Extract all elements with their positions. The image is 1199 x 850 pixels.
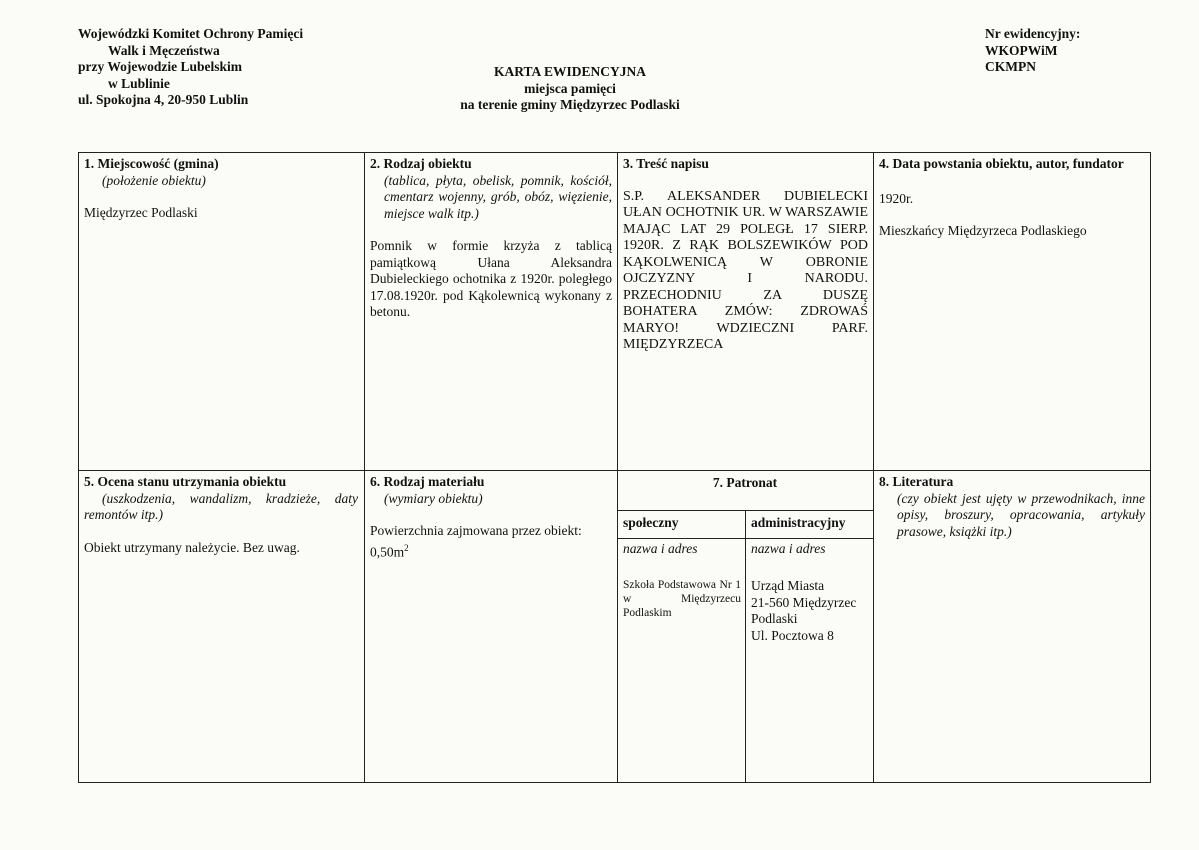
registry-line: CKMPN [985, 59, 1036, 74]
divider [873, 152, 874, 783]
cell-date: 1920r. [879, 190, 914, 206]
cell-title: 3. Treść napisu [623, 156, 709, 171]
institution-line: Walk i Męczeństwa [108, 42, 220, 58]
address-line: 21-560 Międzyrzec [751, 594, 857, 610]
divider [364, 152, 365, 783]
cell-title: 2. Rodzaj obiektu [370, 156, 472, 171]
patronage-title: 7. Patronat [712, 475, 778, 490]
institution-line: w Lublinie [108, 75, 170, 91]
cell-value: Międzyrzec Podlaski [84, 205, 198, 220]
institution-line: ul. Spokojna 4, 20-950 Lublin [78, 92, 249, 107]
cell-hint: (uszkodzenia, wandalizm, kradzieże, daty… [84, 490, 358, 523]
cell-hint: (wymiary obiektu) [384, 490, 483, 506]
cell-hint: (położenie obiektu) [102, 172, 206, 188]
patronage-admin-sub: nazwa i adres [751, 541, 826, 556]
cell-value: Powierzchnia zajmowana przez obiekt: 0,5… [370, 523, 582, 559]
record-table [78, 152, 1151, 783]
cell-title: 1. Miejscowość (gmina) [84, 156, 219, 171]
cell-value: Mieszkańcy Międzyrzeca Podlaskiego [879, 223, 1087, 238]
cell-hint: (tablica, płyta, obelisk, pomnik, kośció… [384, 172, 612, 221]
cell-location: 1. Miejscowość (gmina) (położenie obiekt… [84, 156, 358, 222]
document-subtitle: miejsca pamięci [524, 80, 616, 96]
divider [78, 470, 1151, 471]
cell-literature: 8. Literatura (czy obiekt jest ujęty w p… [879, 474, 1145, 540]
cell-value: Obiekt utrzymany należycie. Bez uwag. [84, 539, 300, 555]
patronage-social-value: Szkoła Podstawowa Nr 1 w Międzyrzecu Pod… [623, 579, 741, 619]
cell-title: 6. Rodzaj materiału [370, 474, 485, 489]
superscript: 2 [404, 542, 409, 553]
patronage-social-sub: nazwa i adres [623, 541, 698, 556]
document-title-block: KARTA EWIDENCYJNA miejsca pamięci na ter… [420, 64, 720, 114]
registry-line: WKOPWiM [985, 42, 1058, 58]
institution-header: Wojewódzki Komitet Ochrony Pamięci Walk … [78, 26, 304, 109]
address-line: Ul. Pocztowa 8 [751, 627, 834, 643]
cell-value: Pomnik w formie krzyża z tablicą pamiątk… [370, 238, 612, 319]
patronage-admin-value: Urząd Miasta 21-560 Międzyrzec Podlaski … [751, 578, 856, 644]
cell-title: 4. Data powstania obiektu, autor, fundat… [879, 156, 1124, 171]
registry-label: Nr ewidencyjny: [985, 26, 1081, 41]
address-line: Urząd Miasta [751, 578, 825, 593]
patronage-admin-header: administracyjny [751, 515, 846, 530]
document-subtitle: na terenie gminy Międzyrzec Podlaski [460, 97, 680, 112]
cell-title: 8. Literatura [879, 474, 954, 489]
divider [745, 510, 746, 783]
institution-line: przy Wojewodzie Lubelskim [78, 59, 243, 74]
address-line: Podlaski [751, 611, 798, 626]
document-title: KARTA EWIDENCYJNA [494, 64, 646, 79]
cell-material: 6. Rodzaj materiału (wymiary obiektu) Po… [370, 474, 612, 561]
patronage-social-header: społeczny [623, 515, 679, 530]
cell-creation: 4. Data powstania obiektu, autor, fundat… [879, 156, 1145, 240]
cell-object-type: 2. Rodzaj obiektu (tablica, płyta, obeli… [370, 156, 612, 321]
cell-hint: (czy obiekt jest ujęty w przewodnikach, … [897, 490, 1145, 539]
registry-number: Nr ewidencyjny: WKOPWiM CKMPN [985, 26, 1080, 76]
cell-condition: 5. Ocena stanu utrzymania obiektu (uszko… [84, 474, 358, 556]
institution-line: Wojewódzki Komitet Ochrony Pamięci [78, 26, 304, 41]
cell-inscription: 3. Treść napisu S.P. ALEKSANDER DUBIELEC… [623, 156, 868, 354]
divider [617, 152, 618, 783]
cell-value: S.P. ALEKSANDER DUBIELECKI UŁAN OCHOTNIK… [623, 188, 868, 353]
cell-title: 5. Ocena stanu utrzymania obiektu [84, 474, 287, 489]
